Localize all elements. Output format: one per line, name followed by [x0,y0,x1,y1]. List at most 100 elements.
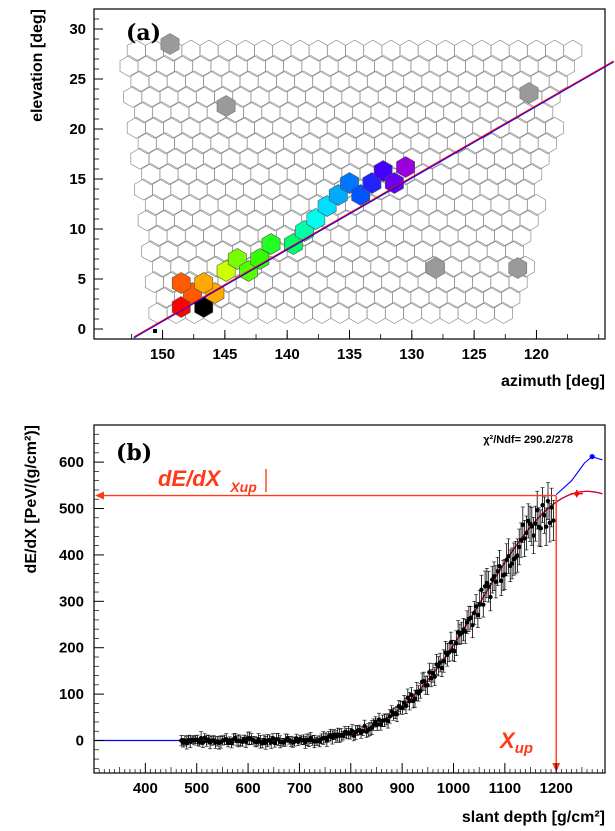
extrapolation-curve [555,455,603,496]
xup-annotation-sub: up [515,740,533,757]
data-point [270,735,276,741]
x-tick-label: 120 [524,346,549,363]
extrapolation-end-point [589,453,595,460]
grid-hexagon [537,132,557,155]
data-point [418,688,423,694]
data-point [436,664,441,669]
x-tick-label: 400 [133,780,158,797]
fit-line-blue [133,61,614,339]
grid-hexagon [519,209,539,232]
data-point [520,522,526,528]
xup-arrows [95,491,561,772]
x-tick-label: 700 [287,780,312,797]
data-point [499,578,504,584]
y-tick-label: 5 [78,271,86,288]
data-point [495,569,500,574]
data-point [432,674,437,679]
data-point [403,703,409,709]
noise-pixels [160,33,539,279]
hit-pixel [250,248,270,270]
y-tick-label: 300 [59,593,84,610]
dedx-xup-annotation-sub: Xup [229,479,257,495]
data-point [243,739,249,744]
hit-pixel [194,272,214,294]
data-point [509,561,515,566]
data-point [529,524,535,529]
grid-hexagon [512,224,532,247]
xup-annotation-main: X [498,728,516,753]
data-point [412,696,418,701]
data-point [454,641,459,646]
small-marker [153,329,157,333]
extrapolation [555,453,603,498]
grid-hexagon [548,70,568,93]
hit-pixel [171,272,191,294]
hit-pixel [396,156,416,178]
x-tick-label: 500 [184,780,209,797]
data-point [522,536,527,541]
data-point [504,557,509,563]
data-point [448,640,454,645]
data-point [542,513,547,518]
data-point [259,741,265,746]
dedx-xup-annotation: dE/dX Xup [158,466,257,495]
data-point [533,521,538,526]
x-tick-label: 130 [399,346,424,363]
y-tick-label: 500 [59,501,84,518]
y-tick-label: 20 [69,121,86,138]
data-point [430,670,436,676]
grid-hexagon [494,302,513,324]
data-point [493,579,499,584]
data-point [545,498,551,504]
data-point [481,602,486,607]
noise-pixel [508,257,528,279]
data-point [360,728,366,734]
data-point [229,740,234,746]
noise-pixel [426,257,445,279]
panel-b-ticks: 400 500 600 700 800 900 1000 1100 1200 0 100 200 300… [59,433,603,797]
data-point [551,518,556,523]
panel-b-frame [93,424,606,774]
noise-pixel [160,33,180,55]
data-point [428,676,434,681]
x-tick-label: 145 [212,346,237,363]
data-point [518,537,524,543]
data-points [179,482,556,750]
data-point [400,705,405,711]
data-point [502,572,508,577]
panel-b-label: (b) [116,440,152,466]
data-point [421,678,427,684]
grid-hexagon [516,178,535,201]
y-tick-label: 600 [59,454,84,471]
data-point [387,714,393,719]
grid-hexagon [523,163,543,186]
y-tick-label: 0 [78,321,86,338]
data-point [531,533,536,538]
data-point [488,594,493,600]
data-point [524,530,529,536]
grid-hexagon [556,55,575,77]
grid-hexagon [545,116,565,139]
data-point [324,737,330,743]
y-tick-label: 10 [69,221,86,238]
data-point [441,658,446,664]
panel-a-ticks: 150 145 140 135 130 125 120 0 5 10 15 20 25 30 [69,18,600,363]
data-point [473,604,479,609]
data-point [394,712,400,717]
y-tick-label: 15 [69,171,86,188]
data-point [482,584,488,589]
data-point [463,629,468,634]
data-point [459,630,464,636]
data-point [351,733,357,738]
noise-pixel [216,95,236,117]
hit-pixel [384,172,404,194]
data-point [439,665,445,671]
data-point [425,682,430,688]
y-tick-label: 400 [59,547,84,564]
y-tick-label: 0 [76,733,84,750]
fit-line-red [133,60,615,338]
x-tick-label: 125 [462,346,487,363]
xup-annotation: Xup [498,728,533,757]
panel-a-label: (a) [126,20,161,46]
data-point [198,735,204,741]
